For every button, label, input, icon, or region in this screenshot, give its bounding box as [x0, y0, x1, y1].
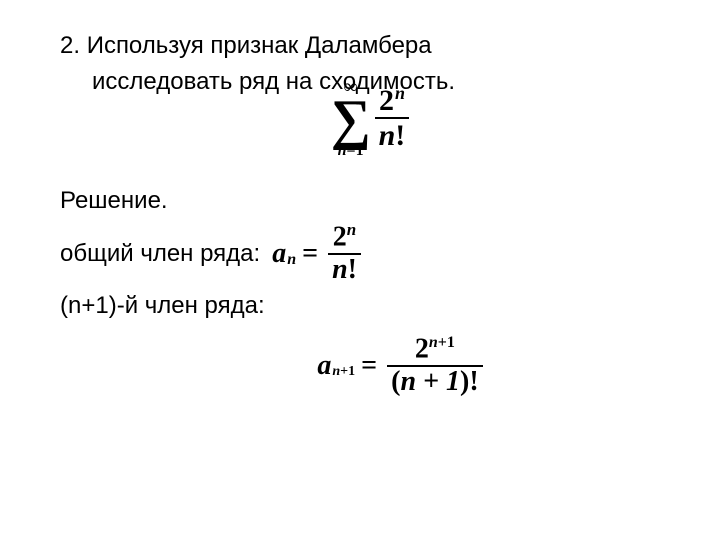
an1-formula: an+1 = 2n+1 (n + 1)!	[317, 334, 482, 398]
next-term-suffix: -й член ряда:	[117, 288, 265, 324]
an-var: a	[272, 233, 286, 275]
next-term-line: (n+1)-й член ряда:	[60, 288, 680, 324]
den-var: n	[379, 119, 396, 152]
an-eq: =	[302, 233, 318, 275]
an1-denominator: (n + 1)!	[387, 367, 483, 398]
sigma-lower-eq: =1	[347, 142, 364, 159]
next-term-prefix: (n+1)	[60, 288, 117, 324]
den-excl: !	[395, 119, 405, 152]
series-sum-formula: ∞ ∑ n=1 2n n!	[331, 77, 410, 159]
series-denominator: n!	[375, 119, 410, 152]
an-den-var: n	[332, 254, 348, 285]
an-denominator: n!	[328, 255, 361, 286]
an1-sub: n+1	[332, 364, 355, 380]
slide-content: 2. Используя признак Даламбера исследова…	[0, 0, 720, 398]
an-sub: n	[287, 248, 296, 272]
an-den-excl: !	[348, 254, 357, 285]
an1-fraction: 2n+1 (n + 1)!	[387, 334, 483, 398]
an1-den-excl: !	[469, 366, 478, 397]
solution-block: Решение. общий член ряда: an = 2n n! (n+…	[60, 183, 680, 398]
problem-statement-line1: 2. Используя признак Даламбера	[60, 30, 680, 62]
sigma-symbol: ∑	[331, 95, 371, 145]
an1-var: a	[317, 350, 331, 382]
num-base: 2	[379, 84, 394, 117]
an-num-sup: n	[347, 220, 356, 239]
an-fraction: 2n n!	[328, 221, 361, 286]
an-num-base: 2	[333, 222, 347, 253]
series-formula-row: ∞ ∑ n=1 2n n!	[60, 99, 680, 159]
an1-num-sup: n+1	[429, 334, 455, 351]
an1-den-inner: n + 1	[400, 366, 460, 397]
series-fraction: 2n n!	[375, 84, 410, 152]
problem-number: 2.	[60, 30, 80, 62]
general-term-label: общий член ряда:	[60, 236, 260, 272]
an1-den-close: )	[460, 366, 469, 397]
an1-eq: =	[361, 350, 377, 382]
sigma-lower-limit: n=1	[338, 143, 364, 159]
sigma-block: ∞ ∑ n=1	[331, 77, 371, 159]
problem-text-1: Используя признак Даламбера	[87, 32, 432, 59]
an1-numerator: 2n+1	[411, 334, 459, 365]
an1-num-base: 2	[415, 333, 429, 364]
series-numerator: 2n	[375, 84, 409, 117]
general-term-line: общий член ряда: an = 2n n!	[60, 221, 680, 286]
num-sup: n	[395, 83, 405, 103]
sigma-lower-var: n	[338, 142, 347, 159]
an-formula: an = 2n n!	[272, 221, 361, 286]
an1-formula-row: an+1 = 2n+1 (n + 1)!	[60, 334, 680, 398]
an-numerator: 2n	[329, 221, 360, 253]
solution-heading: Решение.	[60, 183, 680, 219]
